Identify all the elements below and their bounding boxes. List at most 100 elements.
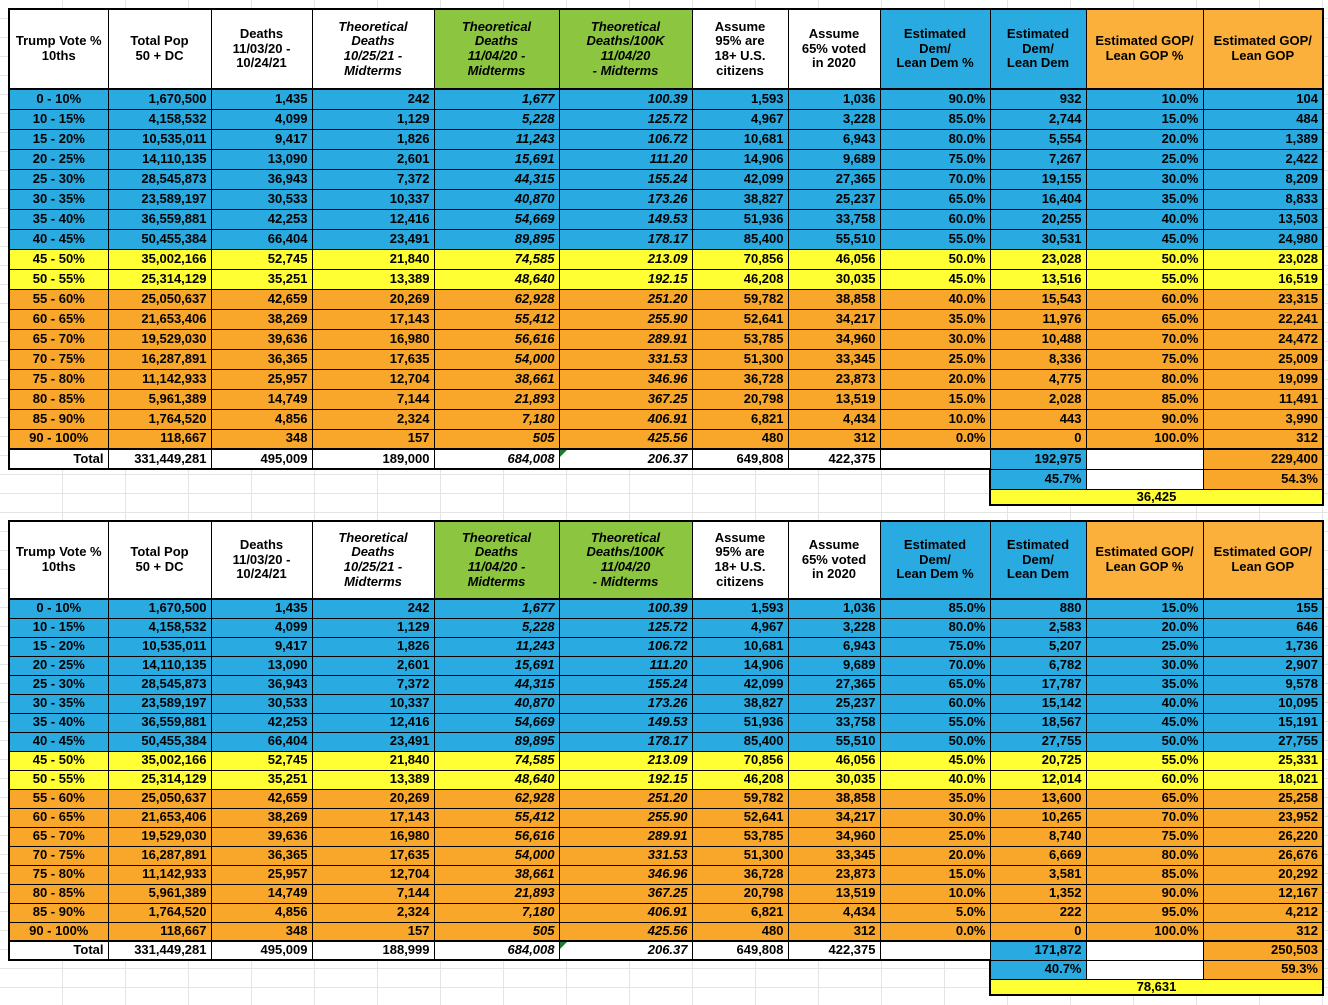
gop-cell[interactable]: 27,755 — [1202, 731, 1324, 752]
theo-deaths-mid-cell[interactable]: 17,635 — [311, 845, 435, 866]
dem-pct-cell[interactable]: 0.0% — [879, 428, 991, 450]
gop-cell[interactable]: 13,503 — [1202, 208, 1324, 230]
gop-cell[interactable]: 484 — [1202, 108, 1324, 130]
vote-bucket-cell[interactable]: 65 - 70% — [8, 328, 109, 350]
dem-cell[interactable]: 23,028 — [989, 248, 1087, 270]
dem-cell[interactable]: 0 — [989, 428, 1087, 450]
theo-deaths-cell[interactable]: 89,895 — [433, 228, 560, 250]
gop-pct-cell[interactable]: 60.0% — [1085, 769, 1204, 790]
vote-bucket-cell[interactable]: 55 - 60% — [8, 788, 109, 809]
adults-cell[interactable]: 36,728 — [691, 864, 789, 885]
theo-per100k-cell[interactable]: 155.24 — [558, 168, 693, 190]
theo-deaths-mid-cell[interactable]: 12,704 — [311, 864, 435, 885]
dem-cell[interactable]: 880 — [989, 598, 1087, 619]
net-margin-cell[interactable]: 78,631 — [989, 978, 1324, 997]
dem-pct-cell[interactable]: 30.0% — [879, 807, 991, 828]
voters-cell[interactable]: 23,873 — [787, 864, 881, 885]
theo-per100k-cell[interactable]: 367.25 — [558, 883, 693, 904]
theo-deaths-cell[interactable]: 505 — [433, 428, 560, 450]
theo-deaths-mid-cell[interactable]: 1,129 — [311, 617, 435, 638]
total-adults-cell[interactable]: 649,808 — [691, 940, 789, 961]
voters-cell[interactable]: 6,943 — [787, 128, 881, 150]
voters-cell[interactable]: 23,873 — [787, 368, 881, 390]
pop-cell[interactable]: 25,314,129 — [107, 268, 212, 290]
theo-deaths-cell[interactable]: 48,640 — [433, 769, 560, 790]
gop-pct-cell[interactable]: 45.0% — [1085, 228, 1204, 250]
adults-cell[interactable]: 51,300 — [691, 348, 789, 370]
theo-deaths-cell[interactable]: 54,669 — [433, 208, 560, 230]
theo-deaths-cell[interactable]: 15,691 — [433, 148, 560, 170]
theo-deaths-mid-cell[interactable]: 10,337 — [311, 693, 435, 714]
total-voters-cell[interactable]: 422,375 — [787, 448, 881, 470]
dem-cell[interactable]: 2,744 — [989, 108, 1087, 130]
total-theo-deaths-cell[interactable]: 684,008 — [433, 940, 560, 961]
gop-pct-cell[interactable]: 75.0% — [1085, 348, 1204, 370]
theo-deaths-mid-cell[interactable]: 2,324 — [311, 408, 435, 430]
adults-cell[interactable]: 14,906 — [691, 148, 789, 170]
total-deaths-cell[interactable]: 495,009 — [210, 448, 313, 470]
dem-pct-cell[interactable]: 90.0% — [879, 88, 991, 110]
theo-deaths-cell[interactable]: 74,585 — [433, 750, 560, 771]
voters-cell[interactable]: 1,036 — [787, 88, 881, 110]
theo-per100k-cell[interactable]: 192.15 — [558, 769, 693, 790]
dem-pct-cell[interactable]: 80.0% — [879, 617, 991, 638]
total-pop-cell[interactable]: 331,449,281 — [107, 448, 212, 470]
dem-cell[interactable]: 2,028 — [989, 388, 1087, 410]
voters-cell[interactable]: 30,035 — [787, 769, 881, 790]
gop-cell[interactable]: 8,209 — [1202, 168, 1324, 190]
theo-deaths-mid-cell[interactable]: 2,601 — [311, 148, 435, 170]
dem-cell[interactable]: 6,669 — [989, 845, 1087, 866]
gop-cell[interactable]: 312 — [1202, 921, 1324, 942]
deaths-cell[interactable]: 35,251 — [210, 769, 313, 790]
total-theo-deaths-mid-cell[interactable]: 188,999 — [311, 940, 435, 961]
theo-deaths-cell[interactable]: 40,870 — [433, 693, 560, 714]
total-theo-per100k-cell[interactable]: 206.37 — [558, 940, 693, 961]
gop-pct-cell[interactable]: 80.0% — [1085, 368, 1204, 390]
dem-pct-cell[interactable]: 75.0% — [879, 148, 991, 170]
voters-cell[interactable]: 38,858 — [787, 288, 881, 310]
gop-pct-cell[interactable]: 100.0% — [1085, 428, 1204, 450]
theo-deaths-mid-cell[interactable]: 13,389 — [311, 769, 435, 790]
dem-pct-cell[interactable]: 70.0% — [879, 168, 991, 190]
theo-deaths-mid-cell[interactable]: 7,372 — [311, 674, 435, 695]
dem-cell[interactable]: 11,976 — [989, 308, 1087, 330]
pop-cell[interactable]: 36,559,881 — [107, 208, 212, 230]
theo-deaths-cell[interactable]: 44,315 — [433, 168, 560, 190]
theo-deaths-cell[interactable]: 55,412 — [433, 807, 560, 828]
dem-cell[interactable]: 1,352 — [989, 883, 1087, 904]
theo-per100k-cell[interactable]: 111.20 — [558, 655, 693, 676]
adults-cell[interactable]: 53,785 — [691, 328, 789, 350]
pop-cell[interactable]: 1,670,500 — [107, 598, 212, 619]
pop-cell[interactable]: 23,589,197 — [107, 693, 212, 714]
pop-cell[interactable]: 10,535,011 — [107, 636, 212, 657]
pop-cell[interactable]: 28,545,873 — [107, 168, 212, 190]
gop-cell[interactable]: 10,095 — [1202, 693, 1324, 714]
theo-deaths-mid-cell[interactable]: 20,269 — [311, 788, 435, 809]
dem-share-cell[interactable]: 45.7% — [989, 468, 1087, 490]
theo-deaths-mid-cell[interactable]: 7,372 — [311, 168, 435, 190]
gop-cell[interactable]: 104 — [1202, 88, 1324, 110]
theo-deaths-cell[interactable]: 21,893 — [433, 388, 560, 410]
dem-pct-cell[interactable]: 45.0% — [879, 750, 991, 771]
dem-cell[interactable]: 443 — [989, 408, 1087, 430]
deaths-cell[interactable]: 348 — [210, 921, 313, 942]
deaths-cell[interactable]: 36,943 — [210, 168, 313, 190]
theo-per100k-cell[interactable]: 213.09 — [558, 750, 693, 771]
gop-cell[interactable]: 23,952 — [1202, 807, 1324, 828]
dem-cell[interactable]: 8,336 — [989, 348, 1087, 370]
gop-pct-cell[interactable]: 40.0% — [1085, 693, 1204, 714]
theo-deaths-cell[interactable]: 11,243 — [433, 128, 560, 150]
adults-cell[interactable]: 14,906 — [691, 655, 789, 676]
dem-pct-cell[interactable]: 85.0% — [879, 598, 991, 619]
deaths-cell[interactable]: 52,745 — [210, 248, 313, 270]
voters-cell[interactable]: 9,689 — [787, 655, 881, 676]
deaths-cell[interactable]: 66,404 — [210, 228, 313, 250]
theo-per100k-cell[interactable]: 255.90 — [558, 308, 693, 330]
deaths-cell[interactable]: 4,856 — [210, 902, 313, 923]
gop-cell[interactable]: 8,833 — [1202, 188, 1324, 210]
dem-pct-cell[interactable]: 15.0% — [879, 388, 991, 410]
deaths-cell[interactable]: 38,269 — [210, 807, 313, 828]
adults-cell[interactable]: 51,300 — [691, 845, 789, 866]
dem-pct-cell[interactable]: 55.0% — [879, 228, 991, 250]
vote-bucket-cell[interactable]: 90 - 100% — [8, 921, 109, 942]
